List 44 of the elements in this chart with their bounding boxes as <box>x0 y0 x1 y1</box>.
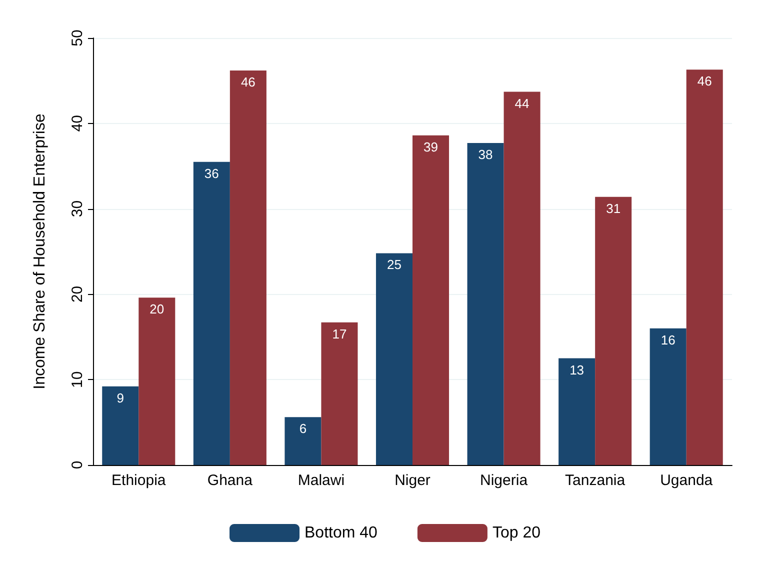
x-tick-label: Tanzania <box>565 472 626 489</box>
x-tick-label: Uganda <box>660 472 714 489</box>
y-tick-label: 20 <box>69 286 86 303</box>
y-axis-title: Income Share of Household Enterprise <box>32 114 48 390</box>
bar <box>193 162 230 465</box>
bar <box>284 417 322 465</box>
bar <box>595 196 632 465</box>
x-tick-label: Niger <box>394 472 430 489</box>
bar <box>376 253 412 465</box>
bar <box>321 322 358 465</box>
data-label: 16 <box>660 332 676 348</box>
data-label: 38 <box>478 147 493 162</box>
data-label: 20 <box>150 302 164 317</box>
y-tick-label: 0 <box>69 460 86 470</box>
data-label: 31 <box>606 200 621 216</box>
y-tick-label: 10 <box>69 371 86 388</box>
bar <box>412 135 450 465</box>
data-label: 46 <box>240 74 256 90</box>
x-tick-label: Malawi <box>298 472 345 489</box>
data-label: 44 <box>514 96 530 111</box>
bar <box>686 70 723 465</box>
data-label: 25 <box>387 257 402 272</box>
bar <box>230 70 266 465</box>
data-label: 9 <box>116 390 124 406</box>
bar <box>467 143 504 465</box>
x-tick-label: Ethiopia <box>112 472 166 489</box>
x-tick-label: Ghana <box>207 472 254 489</box>
bar <box>558 358 596 465</box>
data-label: 46 <box>697 74 712 89</box>
data-label: 6 <box>299 421 307 436</box>
legend-label: Bottom 40 <box>304 524 378 542</box>
y-tick-label: 30 <box>69 200 86 218</box>
y-tick-label: 40 <box>69 115 86 132</box>
y-tick-label: 50 <box>69 30 86 46</box>
bar <box>504 92 540 465</box>
x-tick-label: Nigeria <box>480 472 528 489</box>
data-label: 36 <box>204 166 219 181</box>
data-label: 13 <box>570 362 584 378</box>
data-label: 39 <box>424 139 438 154</box>
bar <box>102 386 139 465</box>
bar <box>138 298 176 465</box>
bar <box>650 328 686 465</box>
legend-label: Top 20 <box>492 524 541 542</box>
data-label: 17 <box>332 326 347 342</box>
